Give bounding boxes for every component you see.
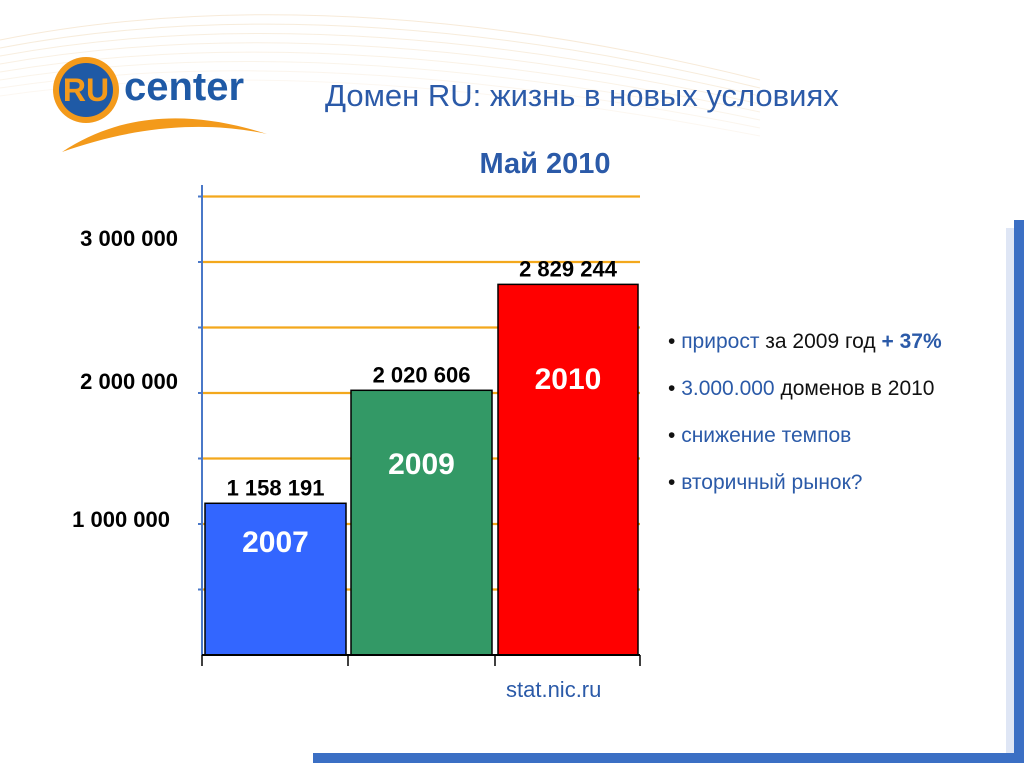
bullet-item: • прирост за 2009 год + 37% bbox=[668, 318, 942, 365]
blue-frame bbox=[313, 220, 1024, 763]
value-label-2010: 2 829 244 bbox=[519, 256, 618, 281]
bullet-text: вторичный рынок? bbox=[681, 471, 863, 494]
bar-2007 bbox=[204, 502, 347, 656]
category-label-2009: 2009 bbox=[388, 448, 455, 481]
source-label: stat.nic.ru bbox=[506, 677, 602, 702]
bullet-text: прирост bbox=[681, 330, 760, 353]
chart-labels: 1 158 191 2007 2 020 606 2009 2 829 244 2010 1… bbox=[72, 226, 618, 559]
bullet-text: 3.000.000 bbox=[681, 377, 775, 400]
logo-center-text: center bbox=[124, 65, 244, 109]
bar-2009 bbox=[350, 389, 493, 656]
value-label-2007: 1 158 191 bbox=[227, 475, 325, 500]
value-label-2009: 2 020 606 bbox=[373, 362, 471, 387]
slide-title: Домен RU: жизнь в новых условиях bbox=[325, 78, 839, 113]
bullet-text: доменов в 2010 bbox=[774, 377, 935, 400]
chart-axis bbox=[198, 185, 641, 666]
y-tick-label: 2 000 000 bbox=[80, 369, 178, 394]
bullet-item: • вторичный рынок? bbox=[668, 459, 942, 506]
category-label-2007: 2007 bbox=[242, 526, 309, 559]
chart-title: Май 2010 bbox=[479, 148, 610, 180]
bullet-text: + 37% bbox=[881, 330, 942, 353]
bullet-text: за 2009 год bbox=[759, 330, 882, 353]
bullet-marker: • bbox=[668, 424, 682, 447]
chart-bars bbox=[204, 283, 639, 656]
bullet-list: • прирост за 2009 год + 37% • 3.000.000 д… bbox=[668, 318, 942, 506]
bar-2010 bbox=[497, 283, 639, 656]
bullet-marker: • bbox=[668, 377, 682, 400]
bullet-item: • снижение темпов bbox=[668, 412, 942, 459]
bullet-item: • 3.000.000 доменов в 2010 bbox=[668, 365, 942, 412]
y-tick-label: 3 000 000 bbox=[80, 226, 178, 251]
category-label-2010: 2010 bbox=[535, 363, 602, 396]
y-tick-label: 1 000 000 bbox=[72, 507, 170, 532]
logo-ru-text: RU bbox=[63, 72, 109, 108]
bullet-marker: • bbox=[668, 471, 682, 494]
bullet-text: снижение темпов bbox=[681, 424, 852, 447]
rucenter-logo: RU center bbox=[53, 57, 267, 152]
bullet-marker: • bbox=[668, 330, 682, 353]
